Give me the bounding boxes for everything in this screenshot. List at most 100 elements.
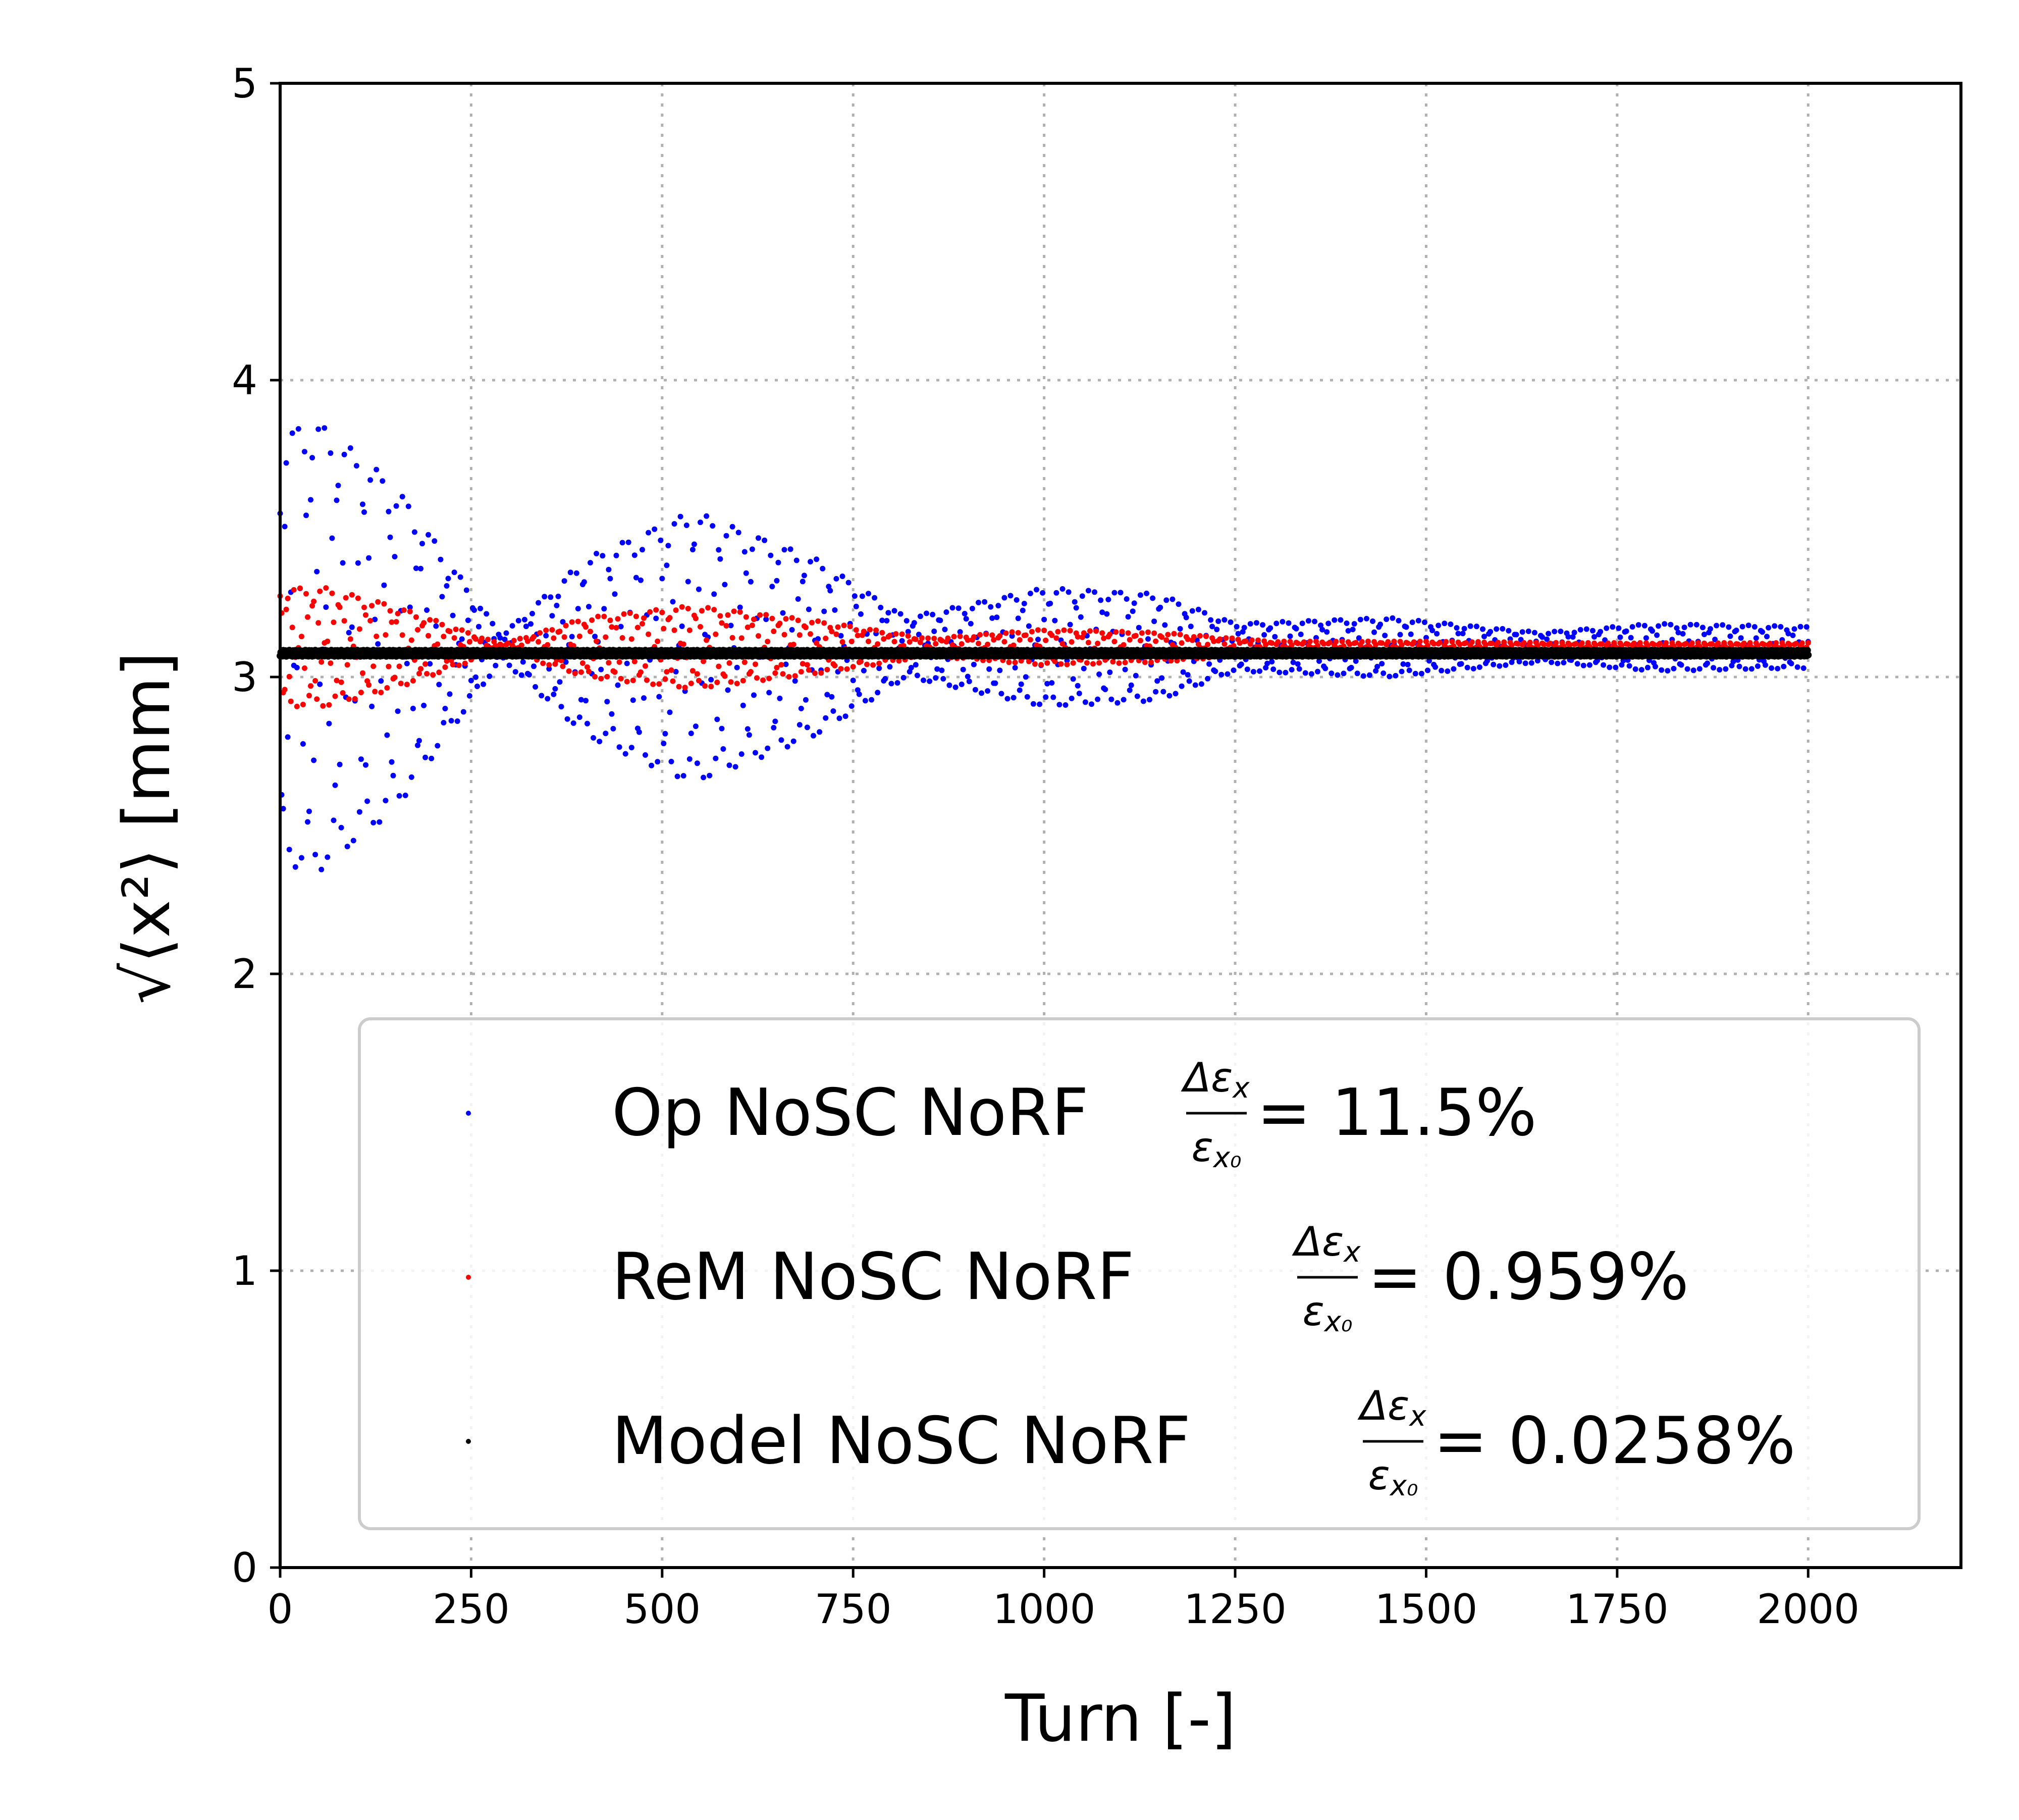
data-point [1689, 640, 1695, 646]
data-point [1373, 642, 1379, 648]
data-point [1023, 632, 1029, 638]
data-point [965, 673, 971, 680]
data-point [1070, 676, 1076, 682]
data-point [985, 688, 991, 694]
data-point [465, 630, 471, 636]
data-point [976, 641, 981, 647]
data-point [925, 635, 931, 641]
data-point [1026, 623, 1032, 629]
data-point [756, 535, 761, 541]
data-point [1500, 626, 1506, 632]
data-point [315, 426, 322, 432]
data-point [1038, 662, 1044, 668]
data-point [1052, 617, 1058, 623]
data-point [1764, 634, 1770, 640]
data-point [466, 693, 472, 699]
data-point [1506, 628, 1512, 634]
data-point [1076, 691, 1082, 696]
data-point [289, 430, 295, 436]
data-point [1674, 625, 1680, 631]
data-point [680, 773, 686, 779]
data-point [1794, 664, 1800, 670]
data-point [387, 608, 393, 614]
data-point [1604, 625, 1610, 631]
data-point [435, 743, 441, 749]
data-point [1195, 641, 1201, 647]
data-point [609, 624, 615, 630]
data-point [413, 614, 419, 620]
data-point [314, 696, 320, 702]
data-point [766, 675, 772, 682]
data-point [743, 614, 749, 620]
data-point [439, 594, 445, 600]
data-point [300, 702, 306, 707]
data-point [1491, 661, 1497, 667]
data-point [326, 720, 332, 726]
data-point [1449, 639, 1455, 645]
data-point [402, 793, 408, 798]
data-point [518, 672, 524, 678]
data-point [988, 604, 994, 610]
data-point [337, 604, 343, 610]
data-point [861, 667, 867, 673]
data-point [421, 620, 427, 626]
data-point [796, 722, 803, 728]
data-point [734, 681, 740, 687]
data-point [775, 559, 781, 565]
data-point [438, 556, 444, 562]
data-point [612, 591, 618, 597]
data-point [399, 494, 405, 500]
data-point [1408, 631, 1414, 637]
data-point [1385, 639, 1391, 645]
data-point [1221, 641, 1228, 647]
data-point [326, 702, 332, 708]
data-point [771, 724, 777, 731]
data-point [1315, 668, 1320, 674]
data-point [823, 636, 829, 641]
y-tick-label: 2 [232, 951, 257, 998]
data-point [444, 658, 450, 664]
data-point [528, 621, 534, 627]
data-point [1696, 666, 1703, 672]
data-point [1723, 666, 1729, 672]
data-point [914, 672, 920, 679]
data-point [1457, 641, 1463, 647]
data-point [433, 623, 439, 629]
data-point [847, 623, 853, 630]
data-point [337, 761, 343, 767]
data-point [1061, 627, 1067, 633]
data-point [429, 755, 435, 761]
data-point [1269, 640, 1275, 646]
data-point [735, 530, 741, 536]
data-point [1225, 671, 1231, 677]
data-point [306, 808, 312, 814]
data-point [1494, 626, 1500, 632]
data-point [1125, 630, 1131, 636]
data-point [688, 681, 694, 687]
data-point [1044, 681, 1050, 687]
legend-entry-model: Model NoSC NoRF Δεx εx₀ = 0.0258% [466, 1382, 1795, 1502]
data-point [1257, 668, 1262, 674]
data-point [1324, 629, 1330, 635]
data-point [741, 659, 748, 665]
data-point [1565, 634, 1571, 640]
data-point [913, 636, 919, 642]
data-point [1081, 630, 1087, 636]
data-point [1052, 658, 1058, 664]
data-point [1221, 617, 1228, 623]
data-point [780, 671, 786, 677]
data-point [546, 662, 552, 668]
data-point [387, 534, 393, 540]
data-point [323, 604, 329, 610]
data-point [1316, 658, 1322, 664]
data-point [374, 466, 380, 473]
data-point [1339, 639, 1345, 644]
data-point [520, 659, 526, 665]
data-point [1650, 628, 1655, 634]
data-point [1159, 675, 1165, 681]
data-point [1455, 631, 1461, 637]
data-point [836, 715, 842, 721]
data-point [533, 684, 539, 690]
data-point [1741, 640, 1747, 646]
legend-label-model: Model NoSC NoRF [612, 1403, 1191, 1479]
